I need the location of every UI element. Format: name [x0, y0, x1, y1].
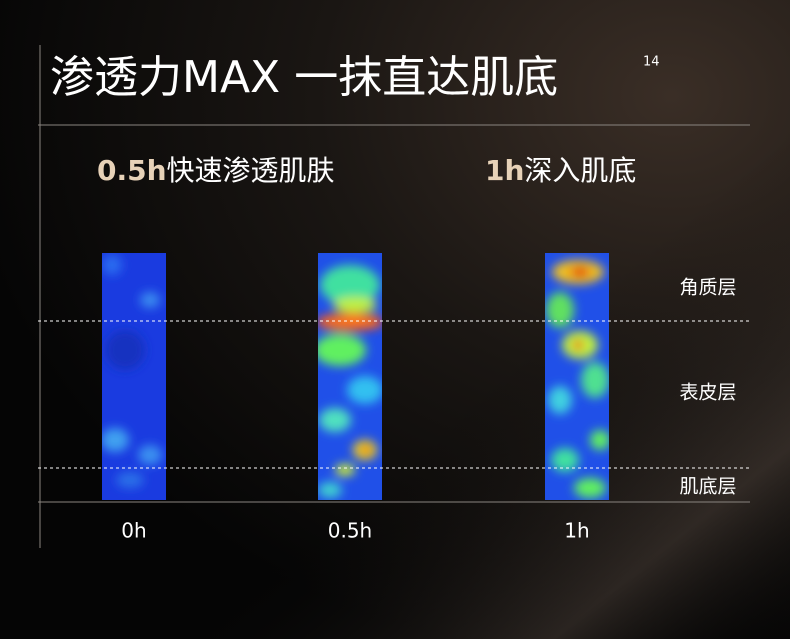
- heading: 0.5h快速渗透肌肤: [97, 154, 335, 187]
- heading-time: 0.5h: [97, 154, 167, 187]
- layer-label: 角质层: [679, 277, 736, 299]
- heading: 1h深入肌底: [485, 154, 636, 187]
- title: 渗透力MAX 一抹直达肌底: [50, 52, 558, 103]
- heading-time: 1h: [485, 154, 524, 187]
- layer-label: 表皮层: [679, 382, 736, 404]
- time-label: 1h: [564, 519, 589, 543]
- heading-text: 快速渗透肌肤: [167, 154, 335, 187]
- heatmap: [102, 253, 166, 500]
- heading-text: 深入肌底: [524, 154, 636, 187]
- heatmap: [545, 253, 609, 500]
- heatmap: [318, 253, 382, 500]
- title-note: 14: [643, 55, 660, 70]
- time-label: 0h: [121, 519, 146, 543]
- time-label: 0.5h: [328, 519, 372, 543]
- layer-label: 肌底层: [679, 476, 736, 498]
